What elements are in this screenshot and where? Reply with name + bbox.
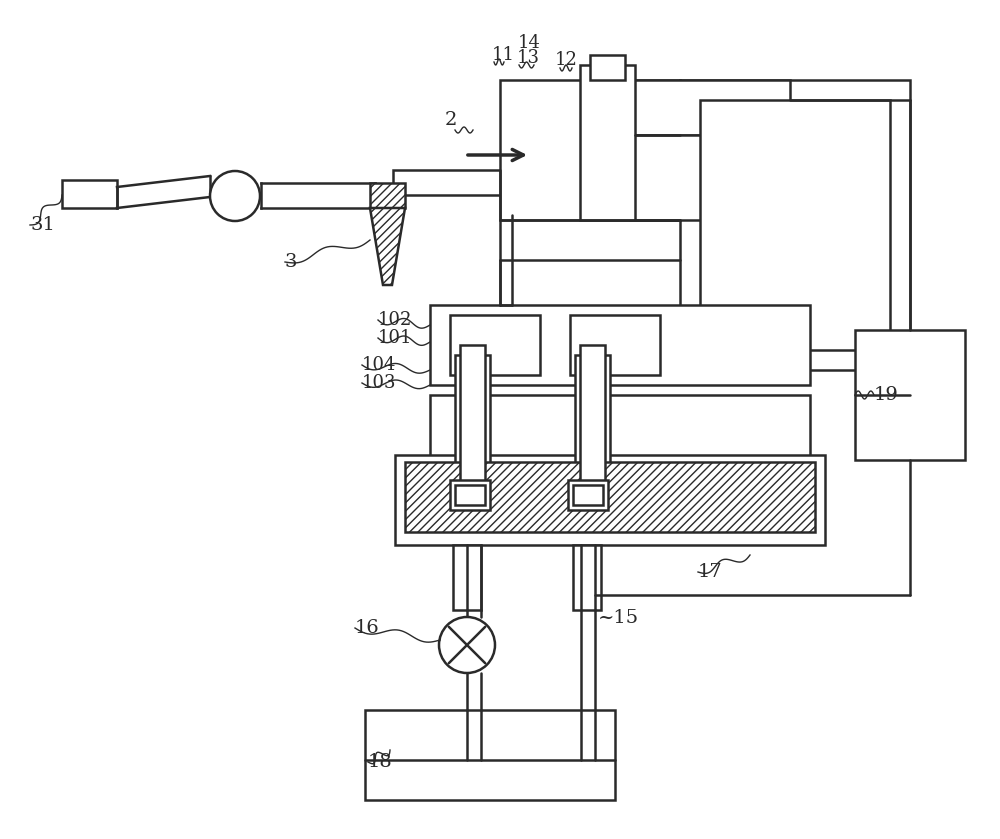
Bar	[590, 55, 625, 80]
Bar	[460, 345, 485, 485]
Bar	[453, 545, 481, 610]
Bar	[700, 100, 890, 350]
Bar	[405, 462, 815, 532]
Bar	[500, 80, 680, 220]
Bar	[365, 710, 615, 800]
Bar	[430, 305, 810, 385]
Text: 31: 31	[30, 216, 55, 234]
Text: 13: 13	[517, 49, 540, 67]
Bar	[580, 345, 605, 485]
Bar	[430, 395, 810, 480]
Bar	[450, 480, 490, 510]
Text: 3: 3	[285, 253, 298, 271]
Bar	[455, 485, 485, 505]
Text: 101: 101	[378, 329, 413, 347]
Bar	[573, 485, 603, 505]
Text: 11: 11	[492, 46, 515, 64]
Text: 2: 2	[445, 111, 457, 129]
Bar	[580, 65, 635, 220]
Bar	[393, 170, 553, 195]
Text: 18: 18	[368, 753, 393, 771]
Text: 14: 14	[518, 34, 541, 52]
Text: 12: 12	[555, 51, 578, 69]
Bar	[630, 135, 790, 220]
Bar	[62, 180, 117, 208]
Text: 103: 103	[362, 374, 396, 392]
Bar	[395, 455, 825, 545]
Text: 19: 19	[874, 386, 899, 404]
Text: 16: 16	[355, 619, 380, 637]
Text: 17: 17	[698, 563, 723, 581]
Bar	[575, 355, 610, 480]
Bar	[455, 355, 490, 480]
Bar	[680, 80, 910, 370]
Bar	[450, 315, 540, 375]
Bar	[855, 330, 965, 460]
Circle shape	[439, 617, 495, 673]
Polygon shape	[370, 183, 405, 208]
Bar	[570, 315, 660, 375]
Text: 102: 102	[378, 311, 412, 329]
Bar	[630, 80, 790, 135]
Text: 104: 104	[362, 356, 396, 374]
Bar	[568, 480, 608, 510]
Polygon shape	[370, 208, 405, 285]
Text: ~15: ~15	[598, 609, 639, 627]
Circle shape	[210, 171, 260, 221]
Bar	[573, 545, 601, 610]
